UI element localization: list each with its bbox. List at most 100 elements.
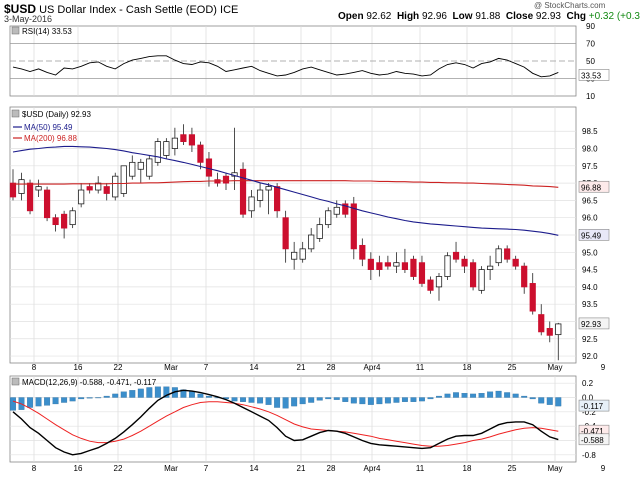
macd-tick-label: 0.2 xyxy=(582,379,594,388)
candle-up xyxy=(137,161,144,170)
macd-x-tick-label: 7 xyxy=(204,464,209,473)
macd-x-tick-label: 21 xyxy=(297,464,306,473)
macd-histogram-bar xyxy=(35,397,42,407)
macd-x-tick-label: 14 xyxy=(250,464,259,473)
candle-down xyxy=(384,262,391,267)
candle-down xyxy=(418,262,426,284)
candle-down xyxy=(521,265,528,288)
macd-histogram-bar xyxy=(521,395,528,398)
price-tick-label: 97.5 xyxy=(582,162,598,171)
macd-histogram-bar xyxy=(291,397,298,407)
candle-down xyxy=(188,134,196,146)
rsi-tick-label: 90 xyxy=(586,22,595,31)
rsi-line xyxy=(12,55,559,78)
symbol: $USD xyxy=(4,2,37,16)
ma50-current-label: 95.49 xyxy=(581,231,602,240)
macd-signal-current-label: -0.471 xyxy=(581,427,604,436)
candle-down xyxy=(180,134,187,142)
price-x-tick-label: 7 xyxy=(204,363,209,372)
candle-down xyxy=(52,217,59,226)
price-x-tick-label: 21 xyxy=(297,363,306,372)
price-x-tick-label: 28 xyxy=(327,363,336,372)
ma50-line xyxy=(12,145,559,236)
candle-up xyxy=(308,234,315,250)
macd-histogram-bar xyxy=(410,397,417,402)
candle-up xyxy=(78,189,85,205)
macd-histogram-bar xyxy=(436,395,442,398)
candle-down xyxy=(546,328,553,336)
candle-up xyxy=(299,248,306,260)
candle-up xyxy=(291,251,298,260)
macd-histogram-bar xyxy=(393,397,400,403)
macd-x-tick-label: 22 xyxy=(114,464,123,473)
candle-down xyxy=(359,244,366,260)
price-x-tick-label: 11 xyxy=(416,363,425,372)
macd-x-tick-label: Mar xyxy=(164,464,178,473)
macd-histogram-bar xyxy=(470,393,477,398)
candle-up xyxy=(333,206,340,215)
macd-histogram-bar xyxy=(197,393,204,398)
candle-up xyxy=(478,269,485,291)
rsi-tick-label: 70 xyxy=(586,40,595,49)
macd-histogram-bar xyxy=(461,393,468,398)
macd-histogram-bar xyxy=(103,395,110,398)
macd-histogram-bar xyxy=(274,397,281,408)
macd-histogram-bar xyxy=(495,390,502,398)
open-label: Open xyxy=(338,11,364,22)
macd-histogram-bar xyxy=(52,397,59,405)
candle-up xyxy=(265,186,272,191)
candle-down xyxy=(282,217,289,250)
price-tick-label: 94.5 xyxy=(582,266,598,275)
ma200-current-label-box xyxy=(578,180,610,193)
price-x-tick-label: Mar xyxy=(164,363,178,372)
candle-up xyxy=(95,182,102,191)
macd-x-tick-label: 16 xyxy=(74,464,83,473)
candle-up xyxy=(256,189,264,201)
price-tick-label: 96.5 xyxy=(582,196,598,205)
price-x-tick-label: 22 xyxy=(114,363,123,372)
macd-current-label-box xyxy=(578,433,610,446)
macd-histogram-bar xyxy=(146,387,153,398)
candle-up xyxy=(112,175,119,198)
close-label: Close xyxy=(505,11,534,22)
candle-up xyxy=(171,137,178,149)
candle-up xyxy=(35,186,42,191)
price-tick-label: 94.0 xyxy=(582,283,598,292)
candle-down xyxy=(43,189,51,219)
price-tick-label: 98.0 xyxy=(582,145,598,154)
price-tick-label: 96.0 xyxy=(582,214,598,223)
macd-histogram-bar xyxy=(299,397,306,405)
candle-up xyxy=(495,248,502,264)
price-panel-icon xyxy=(11,109,20,118)
macd-histogram-bar xyxy=(504,392,511,398)
macd-panel-icon xyxy=(11,377,20,386)
candle-down xyxy=(452,251,460,260)
macd-histogram-bar xyxy=(512,393,519,398)
close-value: 92.93 xyxy=(535,11,561,22)
candle-up xyxy=(555,323,562,336)
chg-label: Chg xyxy=(566,11,586,22)
candle-up xyxy=(444,255,451,277)
candle-down xyxy=(427,279,434,291)
ma50-current-label-box xyxy=(578,229,610,241)
rsi-tick-label: 10 xyxy=(586,92,595,101)
macd-histogram-bar xyxy=(27,397,33,408)
macd-histogram-current-label: -0.117 xyxy=(581,402,604,411)
macd-signal-line xyxy=(12,400,559,447)
macd-x-tick-label: 8 xyxy=(32,464,37,473)
macd-histogram-bar xyxy=(69,397,76,402)
candle-up xyxy=(129,161,136,177)
candle-down xyxy=(26,182,34,212)
candle-up xyxy=(120,165,127,194)
macd-histogram-bar xyxy=(10,397,16,411)
macd-x-tick-label: 9 xyxy=(601,464,606,473)
macd-histogram-bar xyxy=(333,397,340,400)
macd-histogram-bar xyxy=(112,393,119,398)
macd-current-label: -0.588 xyxy=(581,436,604,445)
macd-histogram-bar xyxy=(478,393,485,398)
macd-histogram-bar xyxy=(546,397,553,405)
macd-histogram-bar xyxy=(188,391,195,398)
macd-x-tick-label: May xyxy=(547,464,562,473)
candle-down xyxy=(469,262,477,288)
